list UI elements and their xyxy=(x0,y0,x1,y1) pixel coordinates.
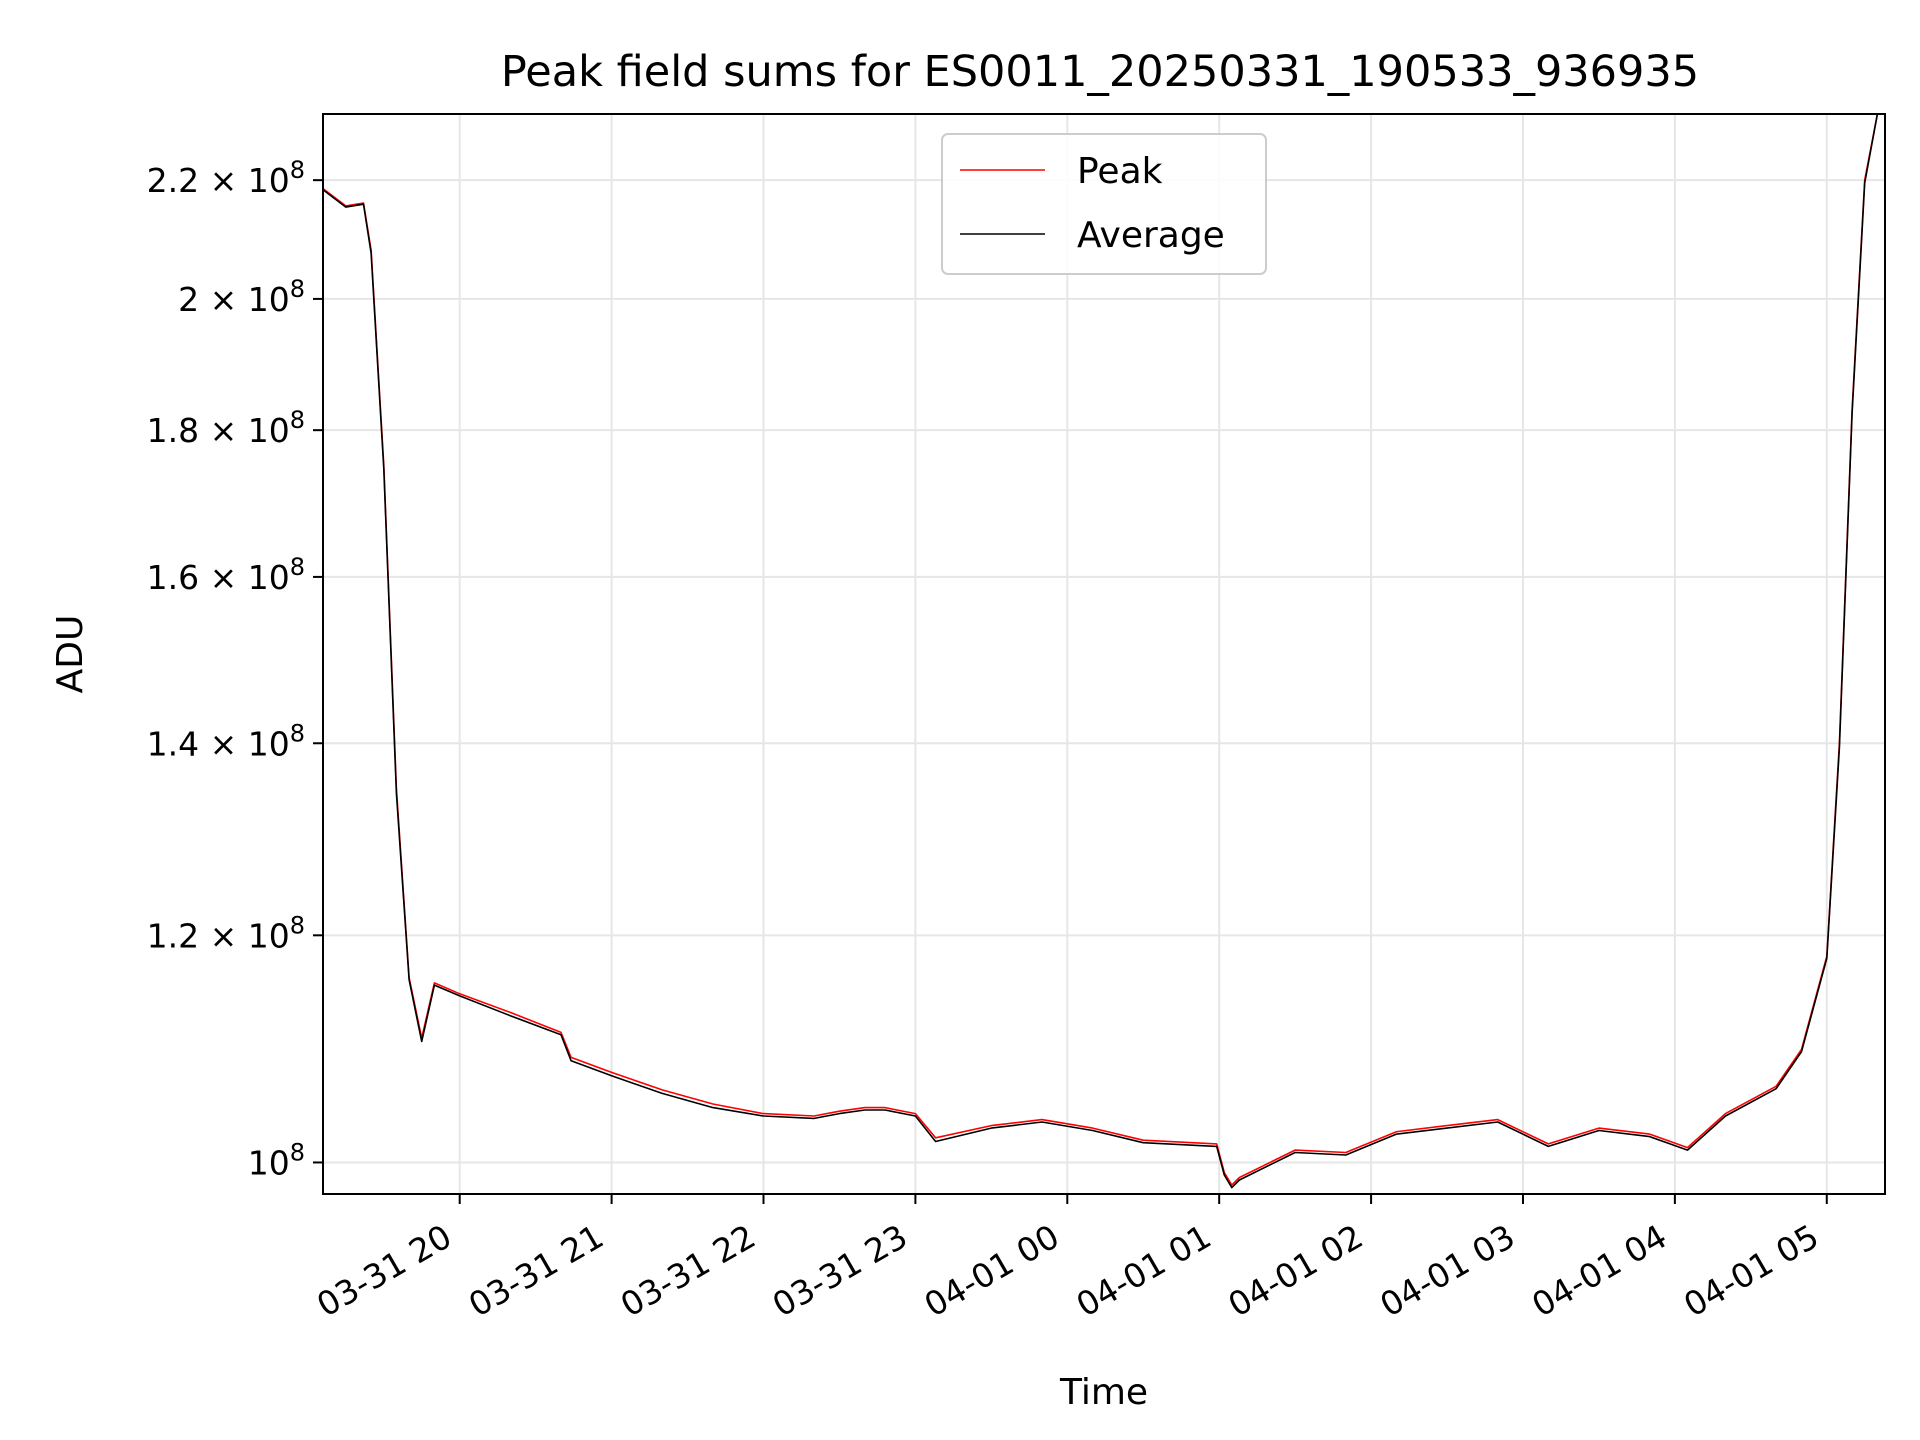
y-tick-exponent: 8 xyxy=(290,156,305,184)
y-tick-base: 10 xyxy=(248,161,290,200)
y-tick-label: 1.6 × 108 xyxy=(147,553,305,597)
x-axis-label: Time xyxy=(1059,1372,1148,1413)
y-tick-base: 10 xyxy=(248,724,290,763)
legend-box xyxy=(941,133,1267,275)
y-tick-mantissa: 1.2 × xyxy=(147,916,248,955)
y-tick-exponent: 8 xyxy=(290,406,305,434)
y-tick-exponent: 8 xyxy=(290,719,305,747)
y-tick-exponent: 8 xyxy=(290,275,305,303)
legend-label-peak: Peak xyxy=(1077,151,1163,192)
y-tick-mantissa: 1.8 × xyxy=(147,411,248,450)
y-tick-label: 108 xyxy=(248,1138,305,1182)
series-line-average xyxy=(322,113,1879,1189)
y-tick-exponent: 8 xyxy=(290,1138,305,1166)
legend: Peak Average xyxy=(941,133,1267,275)
y-tick-base: 10 xyxy=(248,1143,290,1182)
y-tick-base: 10 xyxy=(248,411,290,450)
y-tick-mantissa: 1.6 × xyxy=(147,558,248,597)
y-tick-label: 2.2 × 108 xyxy=(147,156,305,200)
y-tick-mantissa: 1.4 × xyxy=(147,724,248,763)
plot-series xyxy=(322,113,1879,1189)
chart-title: Peak field sums for ES0011_20250331_1905… xyxy=(501,47,1699,97)
y-tick-label: 1.8 × 108 xyxy=(147,406,305,450)
y-tick-mantissa: 2.2 × xyxy=(147,161,248,200)
y-tick-label: 1.2 × 108 xyxy=(147,911,305,955)
plot-frame xyxy=(322,113,1886,1195)
y-tick-label: 2 × 108 xyxy=(178,275,305,319)
y-tick-mantissa: 2 × xyxy=(178,280,248,319)
y-tick-base: 10 xyxy=(248,558,290,597)
y-tick-exponent: 8 xyxy=(290,911,305,939)
y-tick-label: 1.4 × 108 xyxy=(147,719,305,763)
grid xyxy=(323,114,1885,1194)
y-axis-label: ADU xyxy=(50,615,91,694)
legend-label-average: Average xyxy=(1077,215,1225,256)
y-tick-base: 10 xyxy=(248,916,290,955)
y-tick-base: 10 xyxy=(248,280,290,319)
y-tick-exponent: 8 xyxy=(290,553,305,581)
